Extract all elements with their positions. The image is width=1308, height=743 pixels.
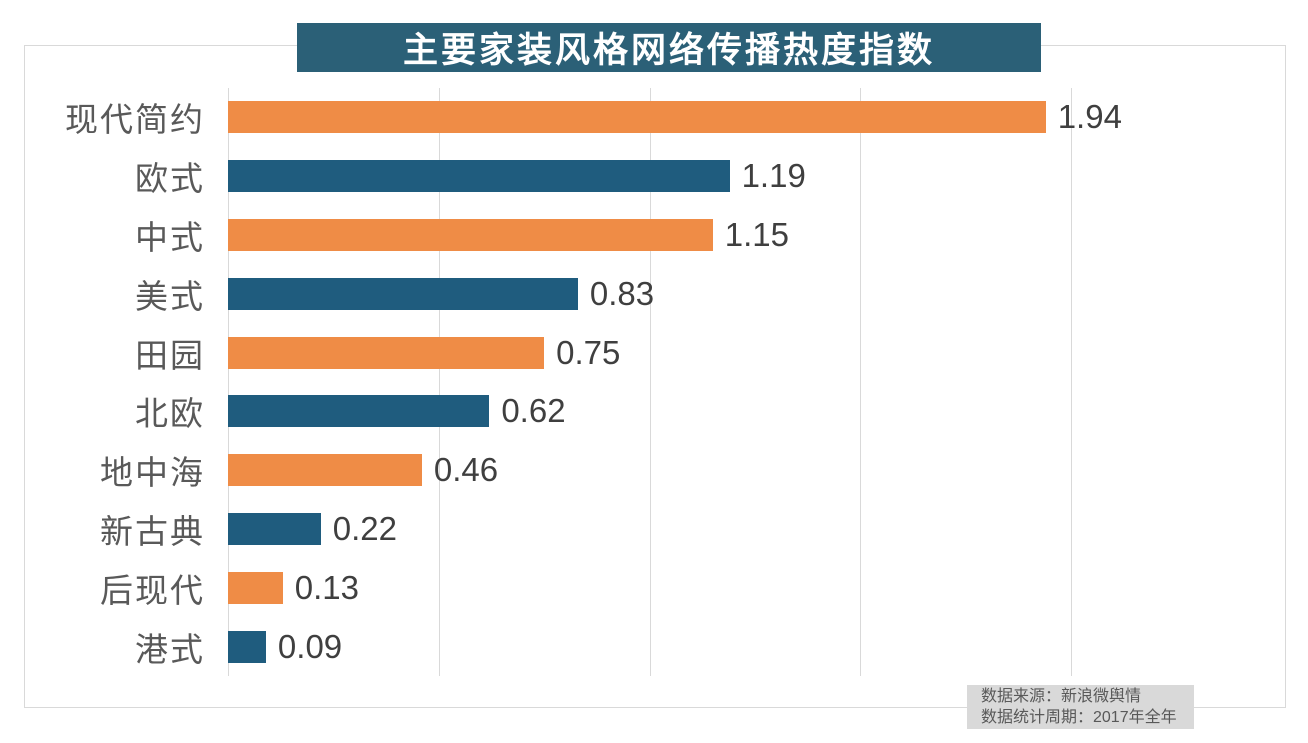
bar: [228, 277, 578, 310]
gridline-layer: [228, 88, 1072, 676]
category-label: 田园: [135, 336, 205, 374]
bar-row: 0.83: [228, 264, 1071, 323]
data-period-line: 数据统计周期：2017年全年: [981, 709, 1177, 726]
gridline: [649, 88, 651, 676]
bar: [228, 160, 730, 193]
category-labels: 现代简约欧式中式美式田园北欧地中海新古典后现代港式: [30, 88, 205, 676]
gridline: [438, 88, 440, 676]
plot-area: 1.94 1.19 1.15 0.83 0.75 0.62 0.46 0.22 0.13 0.09: [228, 88, 1122, 676]
bar: [228, 336, 545, 369]
data-source-note: 数据来源：新浪微舆情 数据统计周期：2017年全年: [967, 685, 1194, 729]
bar: [228, 571, 283, 604]
gridline: [860, 88, 862, 676]
bar-row: 0.22: [228, 500, 1071, 559]
bar-row: 1.94: [228, 88, 1122, 147]
category-label: 美式: [135, 277, 205, 315]
bar-value-label: 1.19: [741, 157, 806, 195]
bar-row: 1.19: [228, 147, 1071, 206]
bar-value-label: 0.22: [332, 509, 397, 547]
bar-value-label: 1.15: [724, 215, 789, 253]
bar: [228, 630, 266, 663]
bar: [228, 101, 1046, 134]
bar-row: 0.46: [228, 441, 1071, 500]
bar-row: 0.09: [228, 617, 1071, 676]
bar: [228, 454, 422, 487]
bar-rows-layer: 1.94 1.19 1.15 0.83 0.75 0.62 0.46 0.22 0.13 0.09: [228, 88, 1122, 676]
gridline: [1071, 88, 1072, 676]
category-label: 中式: [135, 218, 205, 256]
chart-title: 主要家装风格网络传播热度指数: [297, 23, 1041, 72]
bar-value-label: 0.09: [277, 627, 343, 665]
category-label: 现代简约: [65, 101, 205, 139]
bar: [228, 395, 490, 428]
category-label: 后现代: [100, 571, 205, 609]
bar-value-label: 1.94: [1057, 98, 1122, 136]
category-label: 地中海: [100, 454, 205, 492]
bar-value-label: 0.13: [294, 568, 360, 606]
category-label: 欧式: [135, 160, 205, 198]
category-label: 港式: [135, 630, 205, 668]
gridline: [228, 88, 229, 676]
bar-row: 0.62: [228, 382, 1071, 441]
bar-row: 1.15: [228, 206, 1071, 265]
bar-value-label: 0.46: [433, 451, 499, 489]
bar-row: 0.75: [228, 323, 1071, 382]
bar: [228, 218, 713, 251]
data-source-line: 数据来源：新浪微舆情: [981, 688, 1142, 705]
category-label: 北欧: [135, 395, 205, 433]
category-label: 新古典: [100, 512, 205, 550]
bar-value-label: 0.83: [589, 274, 655, 312]
bar-value-label: 0.75: [556, 333, 621, 371]
bar-row: 0.13: [228, 558, 1071, 617]
bar-value-label: 0.62: [501, 392, 566, 430]
bar: [228, 512, 321, 545]
